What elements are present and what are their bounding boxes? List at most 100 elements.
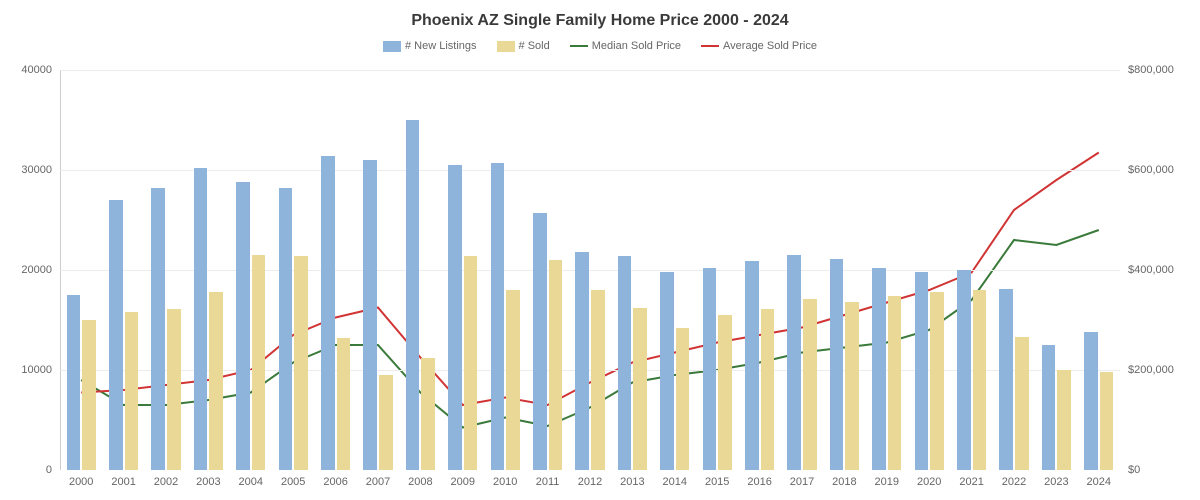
gridline [60,70,1120,71]
bar-new-listings [575,252,589,470]
bar-sold [930,292,944,470]
x-axis-label: 2022 [1002,476,1026,488]
bar-new-listings [194,168,208,470]
bar-sold [718,315,732,470]
x-axis-label: 2008 [408,476,432,488]
bar-new-listings [363,160,377,470]
legend-label: Average Sold Price [723,40,817,52]
x-axis-label: 2016 [747,476,771,488]
bar-sold [167,309,181,470]
line-median-price [81,230,1099,428]
y-axis-left-label: 30000 [2,164,52,176]
y-axis-right-label: $800,000 [1128,64,1174,76]
bar-new-listings [491,163,505,470]
bar-sold [421,358,435,470]
bar-sold [379,375,393,470]
legend-label: # New Listings [405,40,477,52]
bar-sold [464,256,478,470]
bar-new-listings [151,188,165,470]
bar-new-listings [1042,345,1056,470]
bar-sold [125,312,139,470]
chart-container: Phoenix AZ Single Family Home Price 2000… [0,0,1200,500]
y-axis-right-label: $400,000 [1128,264,1174,276]
x-axis-label: 2013 [620,476,644,488]
bar-sold [803,299,817,470]
legend-label: # Sold [519,40,550,52]
y-axis-right-label: $0 [1128,464,1140,476]
x-axis-label: 2005 [281,476,305,488]
x-axis-label: 2002 [154,476,178,488]
bar-sold [761,309,775,470]
line-average-price [81,153,1099,406]
legend-swatch-box [497,41,515,52]
y-axis-left-label: 20000 [2,264,52,276]
x-axis-label: 2009 [451,476,475,488]
legend: # New Listings # Sold Median Sold Price Ave… [0,40,1200,52]
bar-sold [633,308,647,470]
bar-new-listings [915,272,929,470]
x-axis-label: 2011 [536,476,560,488]
legend-item: # Sold [497,40,550,52]
bar-sold [1015,337,1029,470]
x-axis-label: 2017 [790,476,814,488]
bar-new-listings [703,268,717,470]
bar-sold [1057,370,1071,470]
x-axis-label: 2000 [69,476,93,488]
x-axis-label: 2019 [875,476,899,488]
bar-new-listings [745,261,759,470]
bar-new-listings [1084,332,1098,470]
x-axis-label: 2007 [366,476,390,488]
bar-new-listings [109,200,123,470]
bar-sold [506,290,520,470]
bar-sold [209,292,223,470]
x-axis-label: 2006 [323,476,347,488]
x-axis-label: 2020 [917,476,941,488]
x-axis-label: 2012 [578,476,602,488]
bar-sold [337,338,351,470]
chart-title: Phoenix AZ Single Family Home Price 2000… [0,12,1200,30]
bar-new-listings [533,213,547,470]
bar-sold [973,290,987,470]
bar-sold [591,290,605,470]
bar-new-listings [279,188,293,470]
bar-new-listings [787,255,801,470]
bar-new-listings [406,120,420,470]
bar-sold [294,256,308,470]
plot-area: 010000200003000040000$0$200,000$400,000$… [60,70,1120,470]
x-axis-label: 2018 [832,476,856,488]
bar-sold [676,328,690,470]
bar-sold [888,296,902,470]
legend-item: Average Sold Price [701,40,817,52]
y-axis-left-label: 10000 [2,364,52,376]
x-axis-label: 2004 [239,476,263,488]
bar-new-listings [321,156,335,470]
bar-sold [1100,372,1114,470]
bar-new-listings [236,182,250,470]
x-axis-label: 2010 [493,476,517,488]
x-axis-label: 2001 [111,476,135,488]
legend-swatch-line [570,45,588,47]
bar-new-listings [999,289,1013,470]
x-axis-label: 2023 [1044,476,1068,488]
bar-sold [549,260,563,470]
legend-swatch-box [383,41,401,52]
bar-new-listings [957,270,971,470]
legend-label: Median Sold Price [592,40,681,52]
bar-new-listings [448,165,462,470]
x-axis-label: 2024 [1087,476,1111,488]
y-axis-left-label: 0 [2,464,52,476]
bar-new-listings [872,268,886,470]
y-axis-right-label: $200,000 [1128,364,1174,376]
bar-new-listings [618,256,632,470]
legend-item: # New Listings [383,40,477,52]
y-axis-left-label: 40000 [2,64,52,76]
legend-swatch-line [701,45,719,47]
gridline [60,170,1120,171]
bar-sold [252,255,266,470]
y-axis-right-label: $600,000 [1128,164,1174,176]
bar-new-listings [67,295,81,470]
bar-new-listings [660,272,674,470]
legend-item: Median Sold Price [570,40,681,52]
bar-sold [82,320,96,470]
bar-sold [845,302,859,470]
